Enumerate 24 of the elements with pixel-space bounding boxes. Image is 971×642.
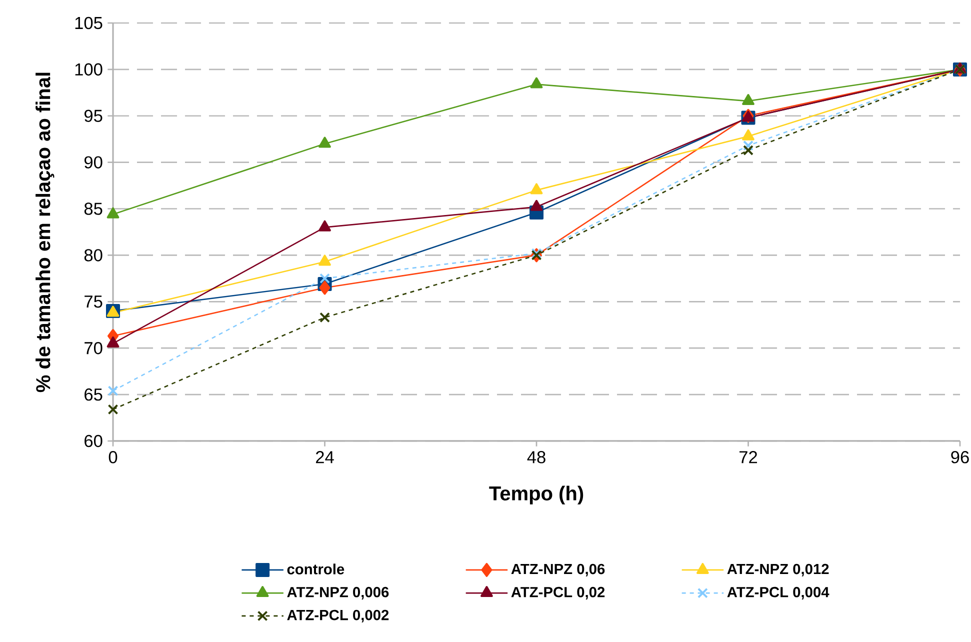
legend-label: ATZ-PCL 0,002	[287, 610, 389, 622]
y-tick-label: 80	[84, 249, 102, 262]
legend-label: controle	[287, 564, 344, 574]
x-tick-label: 96	[951, 451, 969, 464]
y-tick-label: 85	[84, 202, 102, 215]
y-tick-label: 65	[84, 388, 102, 401]
x-tick-label: 24	[316, 451, 334, 464]
legend-label: ATZ-PCL 0,004	[727, 586, 830, 600]
x-tick-label: 48	[527, 451, 546, 464]
legend-label: ATZ-NPZ 0,006	[287, 586, 389, 600]
y-tick-label: 90	[84, 156, 102, 168]
y-tick-label: 60	[84, 434, 102, 448]
legend-label: ATZ-PCL 0,02	[511, 586, 605, 600]
y-tick-label: 75	[84, 296, 102, 308]
y-tick-label: 105	[75, 16, 102, 30]
y-tick-label: 70	[84, 342, 102, 354]
y-tick-label: 100	[75, 63, 102, 76]
x-tick-label: 0	[108, 451, 118, 464]
y-tick-label: 95	[84, 110, 102, 122]
y-axis-title: % de tamanho em relaçao ao final	[36, 72, 54, 392]
x-axis-title: Tempo (h)	[489, 486, 584, 504]
legend-label: ATZ-NPZ 0,06	[511, 564, 605, 576]
legend-label: ATZ-NPZ 0,012	[727, 564, 829, 576]
x-tick-label: 72	[740, 451, 758, 464]
